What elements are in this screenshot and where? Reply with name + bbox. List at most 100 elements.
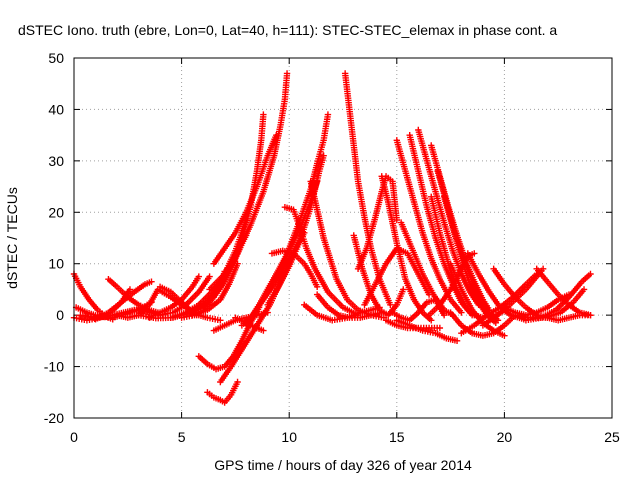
marker-trail (409, 247, 425, 276)
marker-trail (291, 208, 303, 229)
marker-trail (545, 280, 560, 296)
marker-trail (71, 272, 83, 288)
series-5 (92, 278, 155, 323)
marker-trail (350, 144, 361, 183)
marker-trail (159, 284, 172, 295)
marker-trail (403, 278, 417, 301)
marker-trail (254, 139, 265, 173)
y-tick-label: 10 (48, 256, 64, 272)
marker-trail (372, 190, 385, 219)
marker-trail (190, 275, 201, 288)
marker-trail (106, 277, 119, 289)
data-point (471, 250, 478, 257)
series-19 (204, 378, 241, 406)
marker-trail (416, 272, 432, 296)
data-point (206, 273, 213, 280)
marker-trail (539, 307, 558, 320)
marker-trail (535, 305, 549, 315)
marker-trail (231, 339, 244, 358)
marker-trail (391, 310, 403, 320)
marker-trail (454, 288, 468, 309)
marker-trail (297, 188, 314, 221)
marker-trail (312, 267, 331, 294)
data-point (428, 317, 435, 324)
marker-trail (271, 123, 284, 157)
x-axis-label: GPS time / hours of day 326 of year 2014 (214, 457, 472, 473)
axis-ticks: 0 5 10 15 20 25 -20 -10 0 10 20 30 40 50 (44, 50, 620, 445)
marker-trail (87, 298, 100, 312)
marker-trail (132, 282, 147, 294)
marker-trail (465, 252, 481, 276)
data-point (260, 111, 267, 118)
marker-trail (369, 304, 381, 313)
marker-trail (308, 180, 327, 240)
marker-trail (428, 324, 441, 332)
marker-trail (248, 190, 266, 227)
data-point (234, 378, 241, 386)
marker-trail (420, 231, 434, 260)
marker-trail (346, 310, 362, 321)
marker-trail (222, 252, 240, 276)
x-tick-label: 5 (178, 429, 186, 445)
marker-trail (346, 108, 357, 147)
marker-trail (218, 283, 232, 301)
marker-trail (448, 267, 464, 291)
marker-trail (420, 272, 436, 296)
marker-trail (384, 247, 399, 265)
marker-trail (411, 201, 426, 234)
marker-trail (368, 247, 383, 281)
marker-trail (229, 344, 247, 368)
marker-trail (400, 315, 411, 323)
marker-trail (260, 154, 277, 193)
x-tick-label: 15 (389, 429, 405, 445)
series-59 (544, 311, 594, 324)
chart-title: dSTEC Iono. truth (ebre, Lon=0, Lat=40, … (18, 22, 557, 38)
marker-trail (459, 272, 473, 294)
data-point (587, 311, 594, 319)
marker-trail (567, 280, 584, 299)
marker-trail (385, 200, 400, 245)
marker-trail (292, 251, 306, 266)
marker-trail (424, 159, 439, 193)
y-tick-label: 50 (48, 50, 64, 66)
marker-trail (196, 275, 212, 294)
data-point (217, 317, 224, 324)
marker-trail (415, 129, 430, 162)
marker-trail (384, 318, 398, 328)
series-52 (458, 270, 540, 337)
y-tick-label: 30 (48, 153, 64, 169)
marker-trail (184, 290, 201, 307)
marker-trail (378, 308, 390, 318)
marker-trail (212, 323, 226, 333)
series-36 (361, 245, 433, 309)
marker-trail (342, 72, 353, 111)
marker-trail (408, 310, 420, 322)
marker-trail (233, 211, 249, 234)
plot-frame (73, 57, 613, 419)
marker-trail (206, 297, 222, 312)
data-point (400, 286, 407, 293)
marker-trail (448, 311, 464, 327)
marker-trail (395, 317, 411, 328)
marker-trail (222, 354, 236, 369)
marker-trail (389, 180, 400, 221)
marker-trail (355, 180, 368, 219)
marker-trail (107, 300, 123, 315)
data-point (313, 283, 321, 291)
marker-trail (546, 297, 560, 310)
data-point (148, 278, 155, 285)
marker-trail (277, 98, 288, 126)
marker-trail (78, 285, 92, 302)
marker-trail (459, 288, 475, 312)
marker-trail (492, 308, 506, 320)
marker-trail (256, 280, 275, 307)
data-point (580, 286, 588, 293)
x-tick-label: 0 (70, 429, 78, 445)
marker-trail (228, 380, 240, 396)
x-tick-label: 10 (281, 429, 297, 445)
marker-trail (476, 300, 490, 317)
series-42 (415, 126, 482, 309)
marker-trail (448, 298, 464, 314)
x-tick-label: 20 (497, 429, 513, 445)
